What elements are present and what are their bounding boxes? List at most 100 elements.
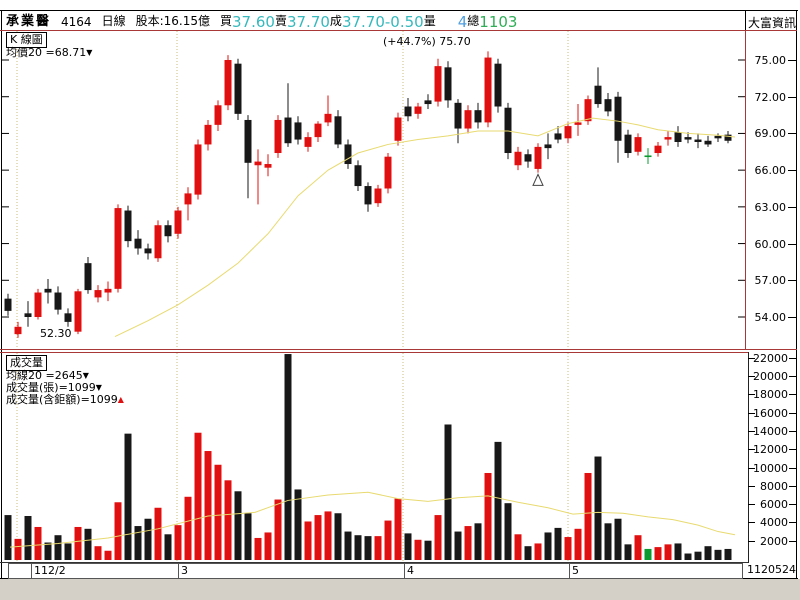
date-axis-label: 4 (407, 564, 414, 577)
candle-body (244, 119, 252, 163)
volume-bar (404, 533, 412, 560)
volume-bar (194, 432, 202, 560)
volume-bar (244, 513, 252, 560)
candle-body (284, 117, 292, 144)
date-axis: 112/2 3 4 5 (8, 563, 743, 579)
volume-bar (394, 498, 402, 560)
candle-body (274, 119, 282, 154)
price-axis-label: 57.00 (754, 274, 787, 288)
date-axis-label: 112/2 (34, 564, 66, 577)
brand-label: 大富資訊 (748, 16, 797, 30)
candle-body (94, 290, 102, 298)
window-bottom-strip (0, 579, 800, 600)
price-axis-label: 54.00 (754, 311, 787, 324)
volume-bar (314, 515, 322, 560)
candle-body (144, 248, 152, 254)
price-axis-label: 69.00 (754, 127, 787, 141)
candle-body (54, 292, 62, 310)
candle-body (424, 100, 432, 105)
sell-price: 37.70 (286, 12, 330, 31)
candle-body (684, 137, 692, 140)
candle-body (574, 122, 582, 125)
price-axis-tick (788, 60, 796, 61)
volume-axis-tick (789, 522, 797, 524)
volume-axis-tick (748, 540, 755, 542)
candle-body (444, 67, 452, 101)
volume-bar (554, 527, 562, 560)
candle-body (594, 85, 602, 105)
volume-bar (374, 536, 382, 560)
volume-bar (184, 496, 192, 560)
candle-body (484, 57, 492, 123)
candle-body (624, 134, 632, 154)
volume-bar (704, 546, 712, 560)
candle-body (234, 63, 242, 114)
candle-body (74, 291, 82, 332)
date-axis-separator (569, 564, 570, 578)
volume-bar (344, 531, 352, 560)
volume-chart[interactable] (2, 353, 748, 562)
price-axis-label: 63.00 (754, 200, 787, 214)
volume-bar (484, 472, 492, 560)
price-axis-tick (788, 317, 796, 318)
candle-body (714, 135, 722, 139)
candle-body (544, 144, 552, 149)
candle-body (84, 263, 92, 291)
candle-body (314, 123, 322, 138)
volume-bar (274, 499, 282, 560)
candle-body (254, 161, 262, 166)
volume-bar (464, 526, 472, 560)
volume-bar (594, 456, 602, 560)
volume-bar (214, 464, 222, 560)
volume-bar (14, 538, 22, 560)
candle-body (24, 313, 32, 318)
volume-axis-tick (789, 430, 797, 432)
deal-label: 成 (329, 14, 342, 28)
candlestick-chart[interactable] (2, 31, 745, 349)
volume-bar (694, 551, 702, 560)
volume-bar (474, 523, 482, 560)
price-axis-divider (745, 30, 746, 350)
candle-body (554, 133, 562, 140)
volume-axis-tick (748, 394, 755, 396)
price-axis-tick (788, 243, 796, 245)
candle-body (434, 66, 442, 102)
volume-axis-tick (748, 449, 755, 451)
volume-bar (104, 550, 112, 560)
volume-axis-tick (789, 485, 797, 487)
price-pane-top-border (0, 30, 797, 31)
buy-label: 買 (219, 14, 232, 28)
candle-body (464, 110, 472, 129)
candle-body (124, 210, 132, 242)
candle-body (4, 298, 12, 311)
price-axis-tick (788, 170, 796, 172)
volume-bar (524, 546, 532, 560)
volume-bar (74, 526, 82, 560)
volume-bar (24, 515, 32, 560)
volume-bar (84, 528, 92, 560)
candle-body (164, 225, 172, 237)
volume-bar (174, 525, 182, 560)
info-bar: 承業醫 4164 日線 股本:16.15億 買 37.60 賣 37.70 成 … (6, 13, 517, 29)
volume-axis-tick (748, 504, 755, 506)
volume-panel-title: 成交量 (6, 355, 47, 372)
volume-bar (234, 491, 242, 560)
volume-axis-tick (789, 504, 797, 506)
volume-bar (534, 543, 542, 560)
price-axis-tick (788, 133, 796, 135)
candle-body (104, 288, 112, 293)
price-axis-tick (788, 96, 796, 98)
candle-body (394, 117, 402, 141)
candle-body (654, 145, 662, 154)
price-ma20-line (114, 117, 736, 338)
volume-axis-tick (789, 449, 797, 451)
volume-bar (504, 503, 512, 560)
volume-bar (384, 520, 392, 560)
candle-body (224, 60, 232, 106)
candle-body (204, 124, 212, 145)
volume-axis-label: 16000 (753, 406, 788, 420)
candle-body (634, 137, 642, 152)
candle-body (584, 99, 592, 122)
current-date-label: 1120524 (747, 563, 796, 576)
